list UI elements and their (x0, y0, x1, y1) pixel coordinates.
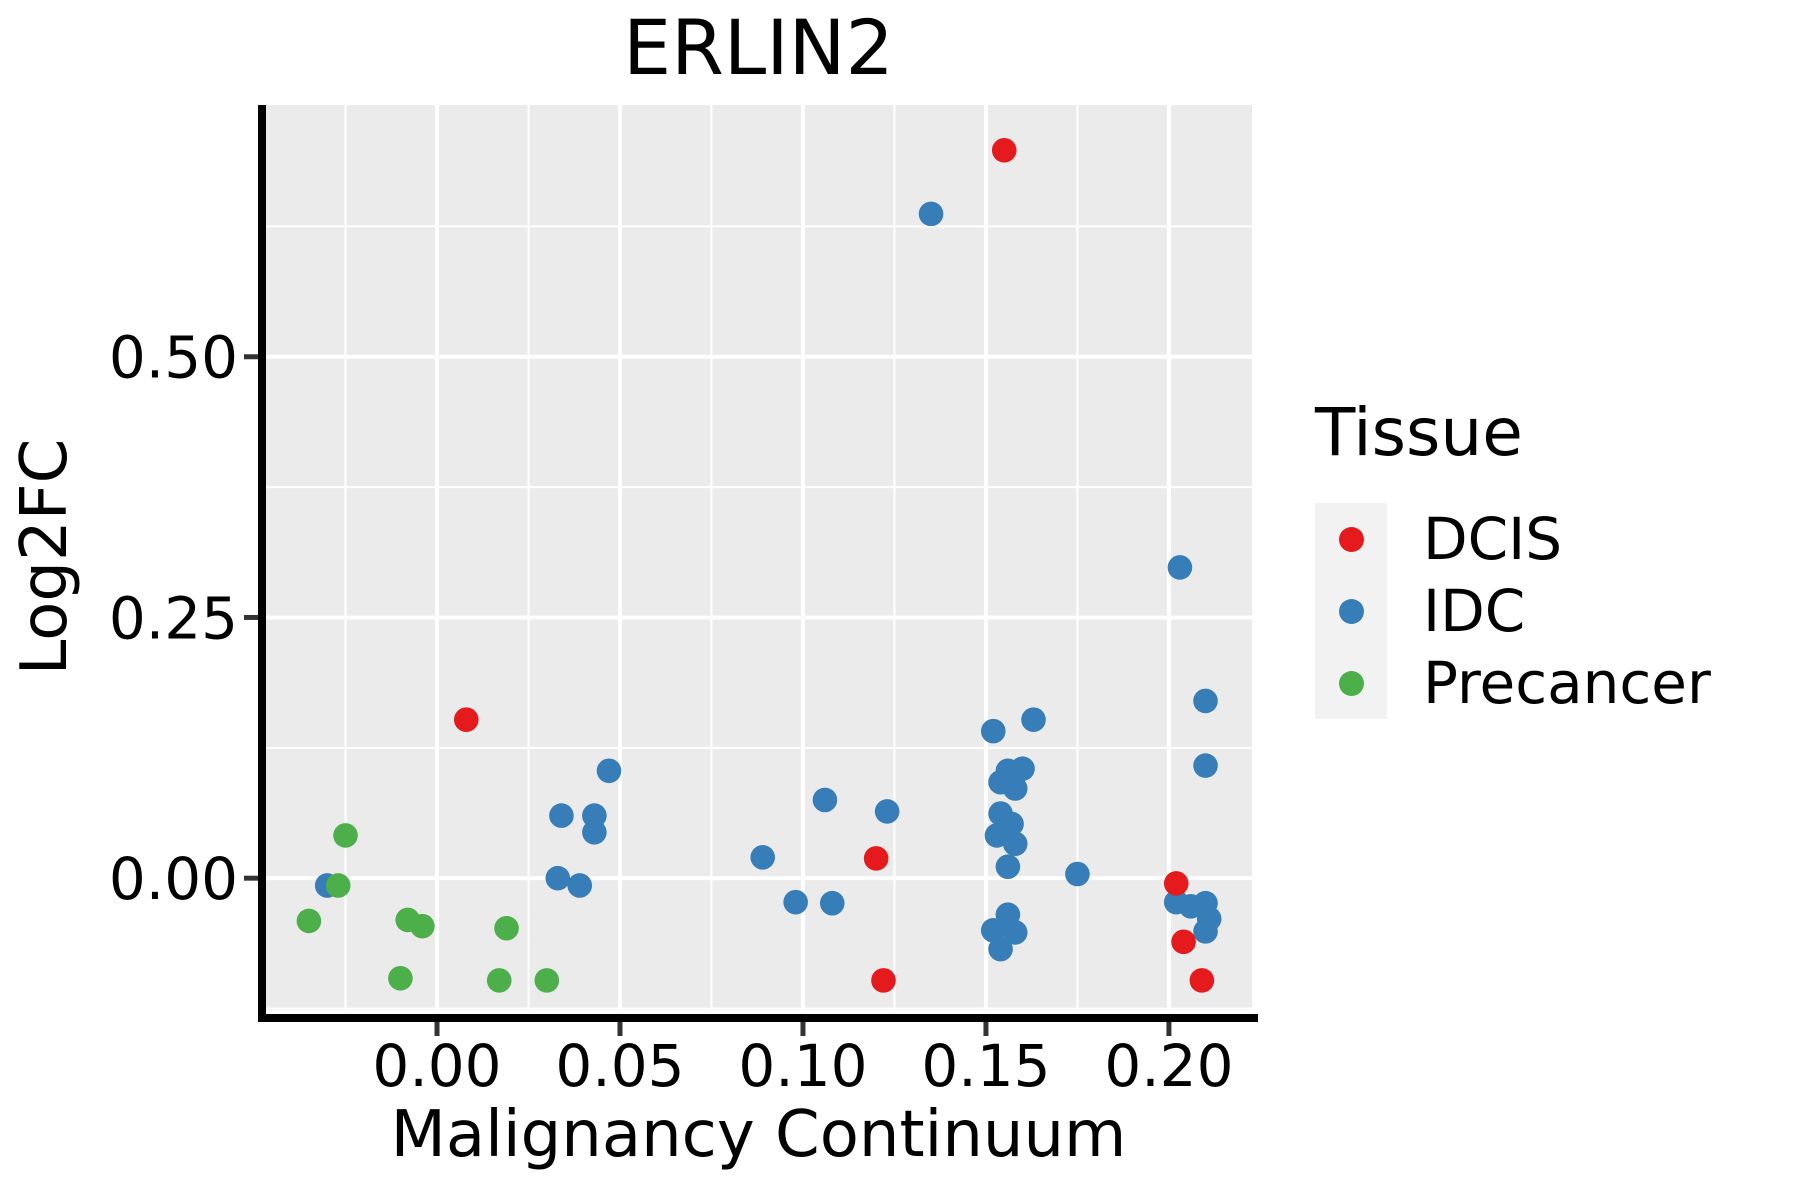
scatter-point-idc (995, 854, 1021, 880)
scatter-point-precancer (410, 913, 435, 939)
scatter-point-precancer (494, 915, 519, 941)
y-axis-title: Log2FC (7, 438, 82, 676)
x-tick-mark (800, 1022, 806, 1036)
legend-dot-icon (1338, 598, 1364, 624)
scatter-point-dcis (991, 137, 1017, 163)
scatter-point-precancer (325, 873, 351, 898)
plot-panel (265, 105, 1252, 1010)
y-tick-mark (244, 875, 258, 881)
scatter-point-precancer (296, 908, 322, 934)
y-tick-label: 0.25 (109, 584, 238, 652)
legend-item-precancer: Precancer (1315, 647, 1711, 719)
scatter-point-idc (980, 718, 1006, 744)
scatter-point-idc (874, 799, 900, 824)
plot-title: ERLIN2 (623, 3, 894, 92)
scatter-point-idc (783, 889, 808, 915)
scatter-point-idc (812, 787, 838, 813)
scatter-point-precancer (388, 965, 413, 991)
scatter-point-idc (1002, 920, 1028, 945)
scatter-point-precancer (333, 823, 358, 848)
scatter-point-idc (1065, 861, 1090, 887)
legend-item-label: IDC (1423, 577, 1526, 645)
scatter-point-idc (549, 803, 574, 828)
scatter-point-dcis (863, 846, 889, 871)
legend-key-swatch (1315, 575, 1387, 647)
scatter-point-idc (545, 865, 571, 891)
scatter-point-idc (1193, 753, 1218, 778)
scatter-point-dcis (1189, 968, 1215, 993)
scatter-point-dcis (1163, 871, 1189, 896)
legend: Tissue DCIS IDC Precancer (1315, 400, 1711, 719)
legend-item-label: Precancer (1423, 649, 1711, 717)
legend-dot-icon (1338, 670, 1364, 696)
legend-key-swatch (1315, 647, 1387, 719)
x-tick-mark (983, 1022, 989, 1036)
x-tick-label: 0.15 (921, 1032, 1050, 1100)
x-tick-mark (434, 1022, 440, 1036)
scatter-point-dcis (871, 968, 896, 993)
x-axis-line (258, 1014, 1258, 1022)
legend-title: Tissue (1315, 394, 1523, 471)
scatter-point-idc (1010, 756, 1035, 781)
x-axis-title: Malignancy Continuum (390, 1098, 1127, 1172)
legend-item-dcis: DCIS (1315, 503, 1711, 575)
legend-dot-icon (1338, 526, 1364, 552)
scatter-point-idc (596, 758, 622, 784)
x-tick-mark (617, 1022, 623, 1036)
scatter-point-dcis (1171, 929, 1196, 955)
legend-item-label: DCIS (1423, 505, 1563, 573)
scatter-point-idc (1002, 776, 1028, 801)
y-tick-label: 0.00 (109, 845, 238, 913)
y-axis-line (258, 105, 266, 1022)
scatter-point-idc (582, 819, 607, 845)
legend-items: DCIS IDC Precancer (1315, 503, 1711, 719)
y-tick-mark (244, 354, 258, 360)
scatter-point-idc (984, 823, 1010, 848)
scatter-point-idc (567, 873, 593, 898)
scatter-point-idc (980, 918, 1006, 943)
legend-item-idc: IDC (1315, 575, 1711, 647)
y-tick-label: 0.50 (109, 324, 238, 392)
x-tick-label: 0.05 (555, 1032, 684, 1100)
scatter-point-idc (750, 845, 776, 870)
scatter-point-precancer (486, 968, 512, 993)
y-tick-mark (244, 614, 258, 620)
scatter-point-idc (819, 890, 845, 916)
scatter-point-dcis (453, 707, 479, 732)
legend-key-swatch (1315, 503, 1387, 575)
scatter-point-idc (1193, 688, 1218, 714)
scatter-point-idc (1193, 919, 1218, 944)
scatter-point-idc (988, 936, 1013, 962)
x-tick-label: 0.20 (1104, 1032, 1233, 1100)
scatter-point-idc (1002, 831, 1028, 857)
x-tick-label: 0.10 (738, 1032, 867, 1100)
scatter-point-idc (918, 201, 944, 227)
scatter-point-idc (1167, 555, 1193, 580)
x-tick-label: 0.00 (372, 1032, 501, 1100)
scatter-point-precancer (534, 968, 560, 993)
x-tick-mark (1166, 1022, 1172, 1036)
scatter-point-idc (1021, 707, 1046, 732)
